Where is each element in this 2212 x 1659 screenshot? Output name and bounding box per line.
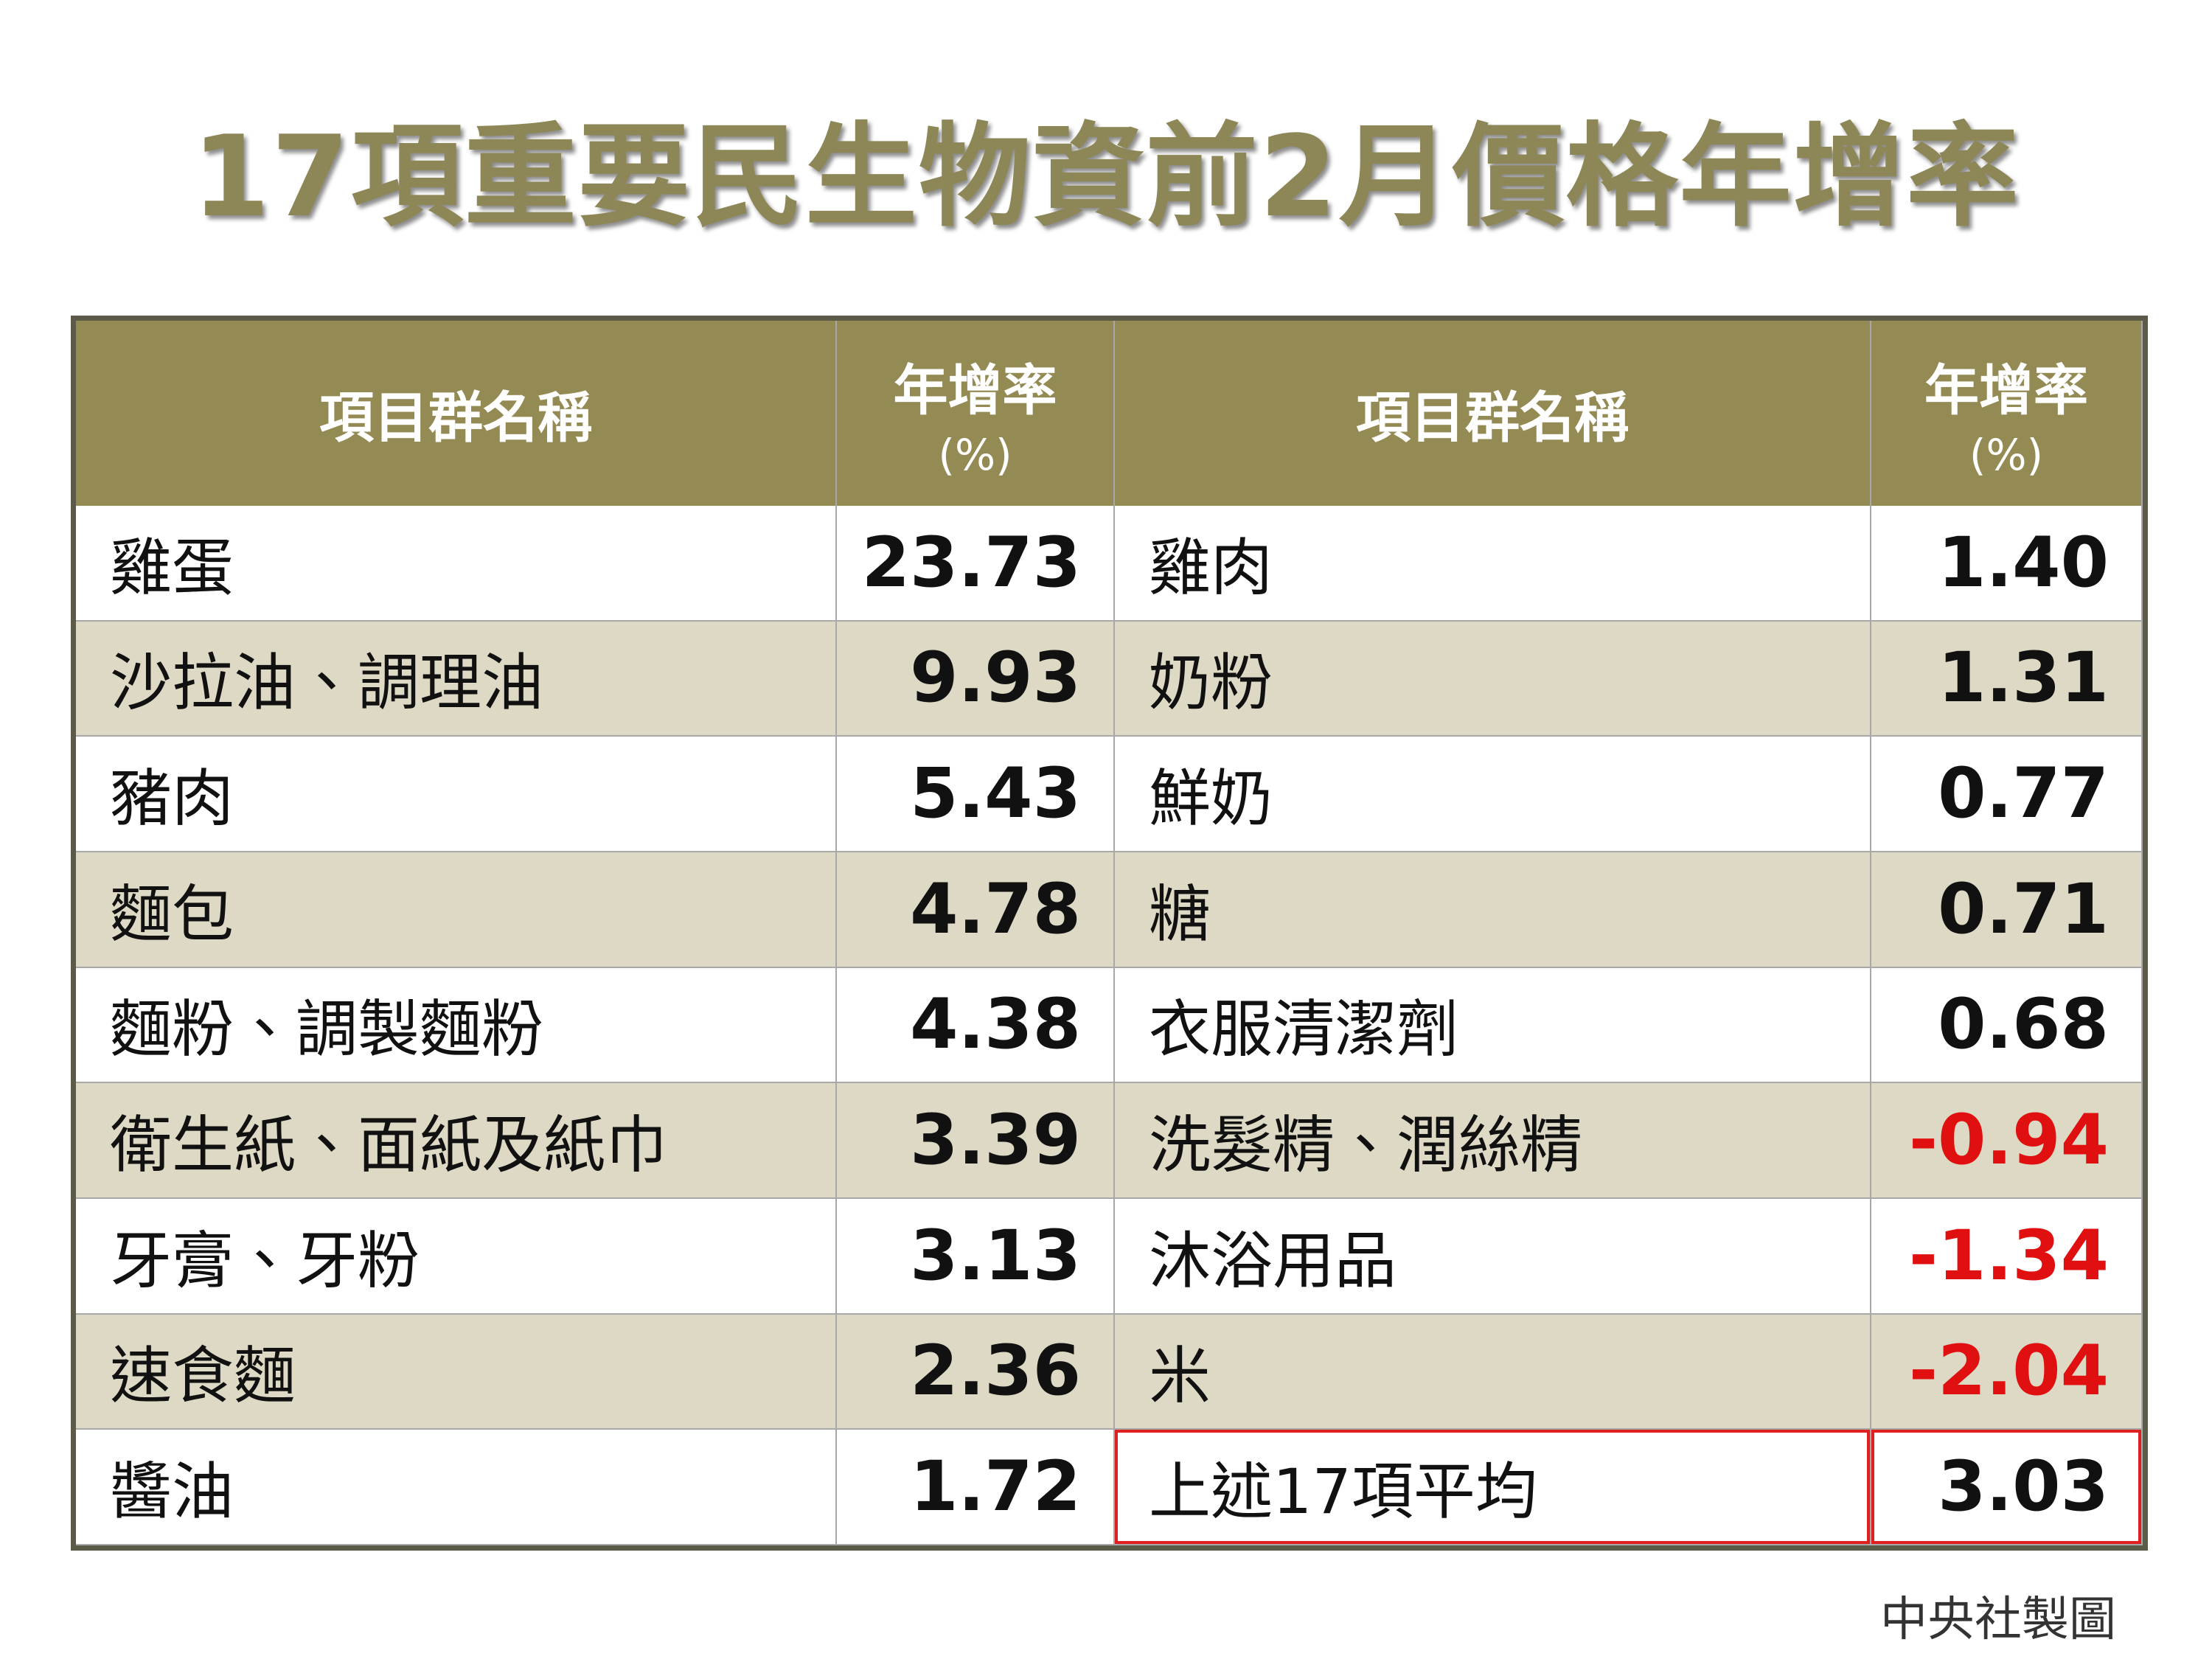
name-cell: 鮮奶 [1115, 737, 1871, 852]
rate-cell: -1.34 [1871, 1199, 2143, 1315]
header-text: (%) [938, 430, 1012, 480]
rate-cell: 0.68 [1871, 967, 2143, 1084]
name-cell: 牙膏、牙粉 [76, 1199, 837, 1315]
name-cell: 米 [1115, 1314, 1871, 1430]
rate-cell: 0.71 [1871, 852, 2143, 968]
name-cell: 奶粉 [1115, 621, 1871, 737]
rate-cell: 4.38 [837, 967, 1115, 1084]
rate-cell: 1.72 [837, 1430, 1115, 1545]
rate-cell: 5.43 [837, 737, 1115, 852]
title: 17項重要民生物資前2月價格年增率 [192, 111, 2020, 242]
header-text: 項目群名稱 [319, 386, 592, 450]
table: 項目群名稱 年增率 (%) 項目群名稱 年增率 (%) 雞蛋 23.73 雞肉 1.40 沙拉油、調… [71, 316, 2148, 1551]
rate-cell: -0.94 [1871, 1083, 2143, 1199]
name-cell: 上述17項平均 [1115, 1430, 1871, 1545]
rate-cell: 3.13 [837, 1199, 1115, 1315]
header-text: 年增率 [1924, 359, 2088, 422]
rate-cell: 3.39 [837, 1083, 1115, 1199]
name-cell: 麵粉、調製麵粉 [76, 967, 837, 1084]
name-cell: 麵包 [76, 852, 837, 968]
source-credit: 中央社製圖 [1880, 1593, 2116, 1647]
name-cell: 沙拉油、調理油 [76, 621, 837, 737]
header-cell: 年增率 (%) [837, 321, 1115, 506]
name-cell: 速食麵 [76, 1314, 837, 1430]
rate-cell: 4.78 [837, 852, 1115, 968]
rate-cell: 9.93 [837, 621, 1115, 737]
rate-cell: 0.77 [1871, 737, 2143, 852]
header-cell: 年增率 (%) [1871, 321, 2143, 506]
rate-cell: 3.03 [1871, 1430, 2143, 1545]
rate-cell: -2.04 [1871, 1314, 2143, 1430]
name-cell: 洗髮精、潤絲精 [1115, 1083, 1871, 1199]
name-cell: 雞肉 [1115, 506, 1871, 622]
name-cell: 糖 [1115, 852, 1871, 968]
name-cell: 豬肉 [76, 737, 837, 852]
name-cell: 衣服清潔劑 [1115, 967, 1871, 1084]
name-cell: 沐浴用品 [1115, 1199, 1871, 1315]
header-text: (%) [1969, 430, 2044, 480]
header-cell: 項目群名稱 [1115, 321, 1871, 506]
rate-cell: 1.31 [1871, 621, 2143, 737]
name-cell: 雞蛋 [76, 506, 837, 622]
header-text: 年增率 [893, 359, 1057, 422]
header-text: 項目群名稱 [1356, 386, 1629, 450]
rate-cell: 2.36 [837, 1314, 1115, 1430]
rate-cell: 1.40 [1871, 506, 2143, 622]
name-cell: 醬油 [76, 1430, 837, 1545]
name-cell: 衛生紙、面紙及紙巾 [76, 1083, 837, 1199]
rate-cell: 23.73 [837, 506, 1115, 622]
header-cell: 項目群名稱 [76, 321, 837, 506]
